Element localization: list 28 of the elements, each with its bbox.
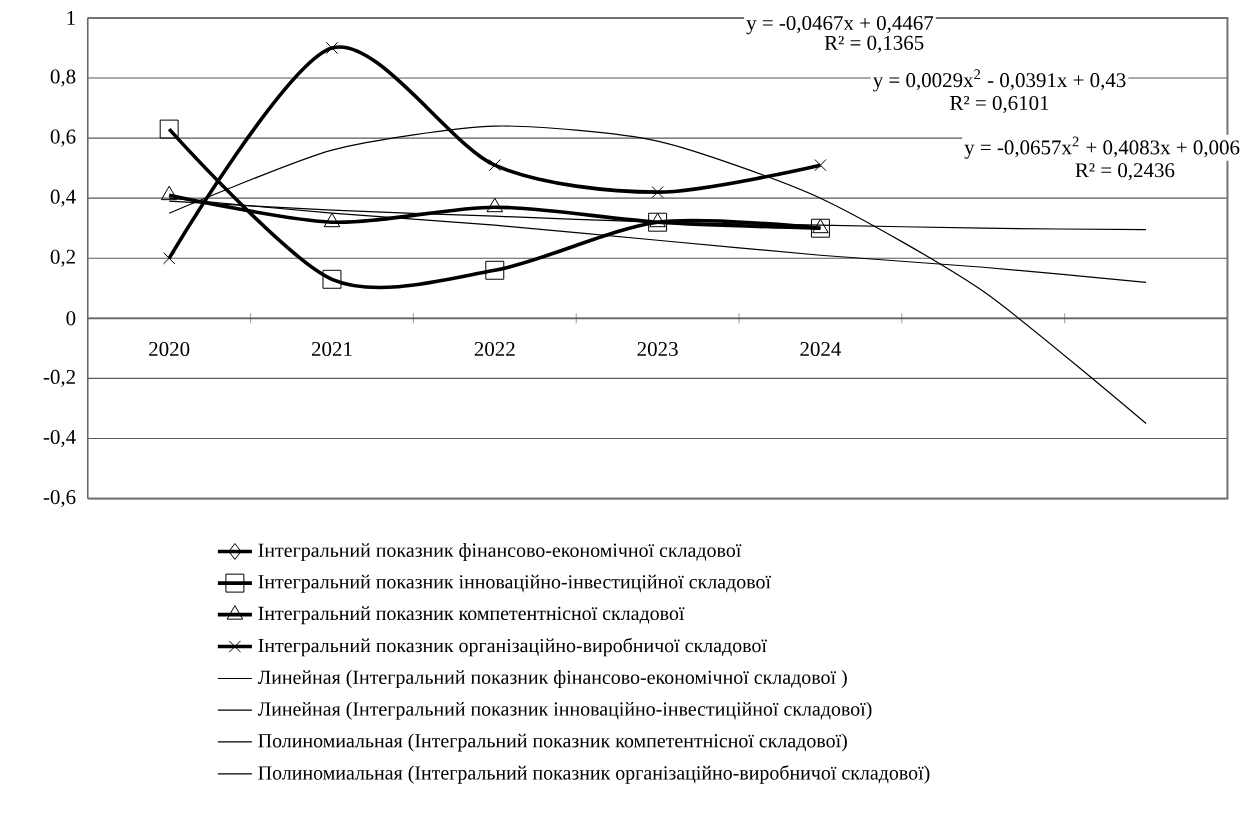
y-tick-label: -0,2 (43, 370, 75, 388)
x-tick-label: 2023 (637, 342, 678, 357)
y-tick-label: 1 (67, 11, 75, 26)
x-tick-label: 2024 (800, 342, 842, 357)
x-tick-label: 2021 (311, 342, 352, 357)
legend-label: Інтегральний показник компетентнісної складової (258, 606, 685, 625)
x-tick-label: 2022 (474, 342, 515, 357)
y-tick-label: 0,6 (50, 129, 76, 147)
annotation: R² = 0,2436 (1075, 163, 1175, 181)
annotation: y = 0,0029x$^{2}$ - 0,0391x + 0,43 (873, 69, 1126, 92)
legend-label: Інтегральний показник інноваційно-інвестиційної складової (258, 574, 771, 593)
annotation: R² = 0,1365 (824, 35, 924, 54)
legend-label: Інтегральний показник організаційно-виробничої складової (258, 637, 767, 657)
y-tick-label: 0 (66, 311, 76, 326)
y-tick-label: 0,8 (50, 69, 76, 87)
legend-label: Полиномиальная (Інтегральний показник організаційно-виробничої складової) (258, 765, 930, 784)
y-tick-label: 0,2 (50, 249, 75, 267)
annotation: y = -0,0467x + 0,4467 (746, 16, 934, 35)
y-tick-label: -0,4 (43, 430, 76, 448)
x-tick-label: 2020 (149, 342, 190, 357)
legend-label: Полиномиальная (Інтегральний показник компетентнісної складової) (258, 733, 847, 752)
annotation: y = -0,0657x$^{2}$ + 0,4083x + 0,006 (964, 136, 1240, 159)
legend-label: Інтегральний показник фінансово-економічної складової (258, 543, 742, 562)
y-tick-label: 0,4 (50, 189, 76, 207)
legend-label: Линейная (Інтегральний показник фінансово-економічної складової ) (257, 670, 847, 689)
annotation: R² = 0,6101 (950, 96, 1049, 114)
legend-label: Линейная (Інтегральний показник інноваційно-інвестиційної складової) (257, 701, 872, 720)
y-tick-label: -0,6 (43, 490, 76, 508)
